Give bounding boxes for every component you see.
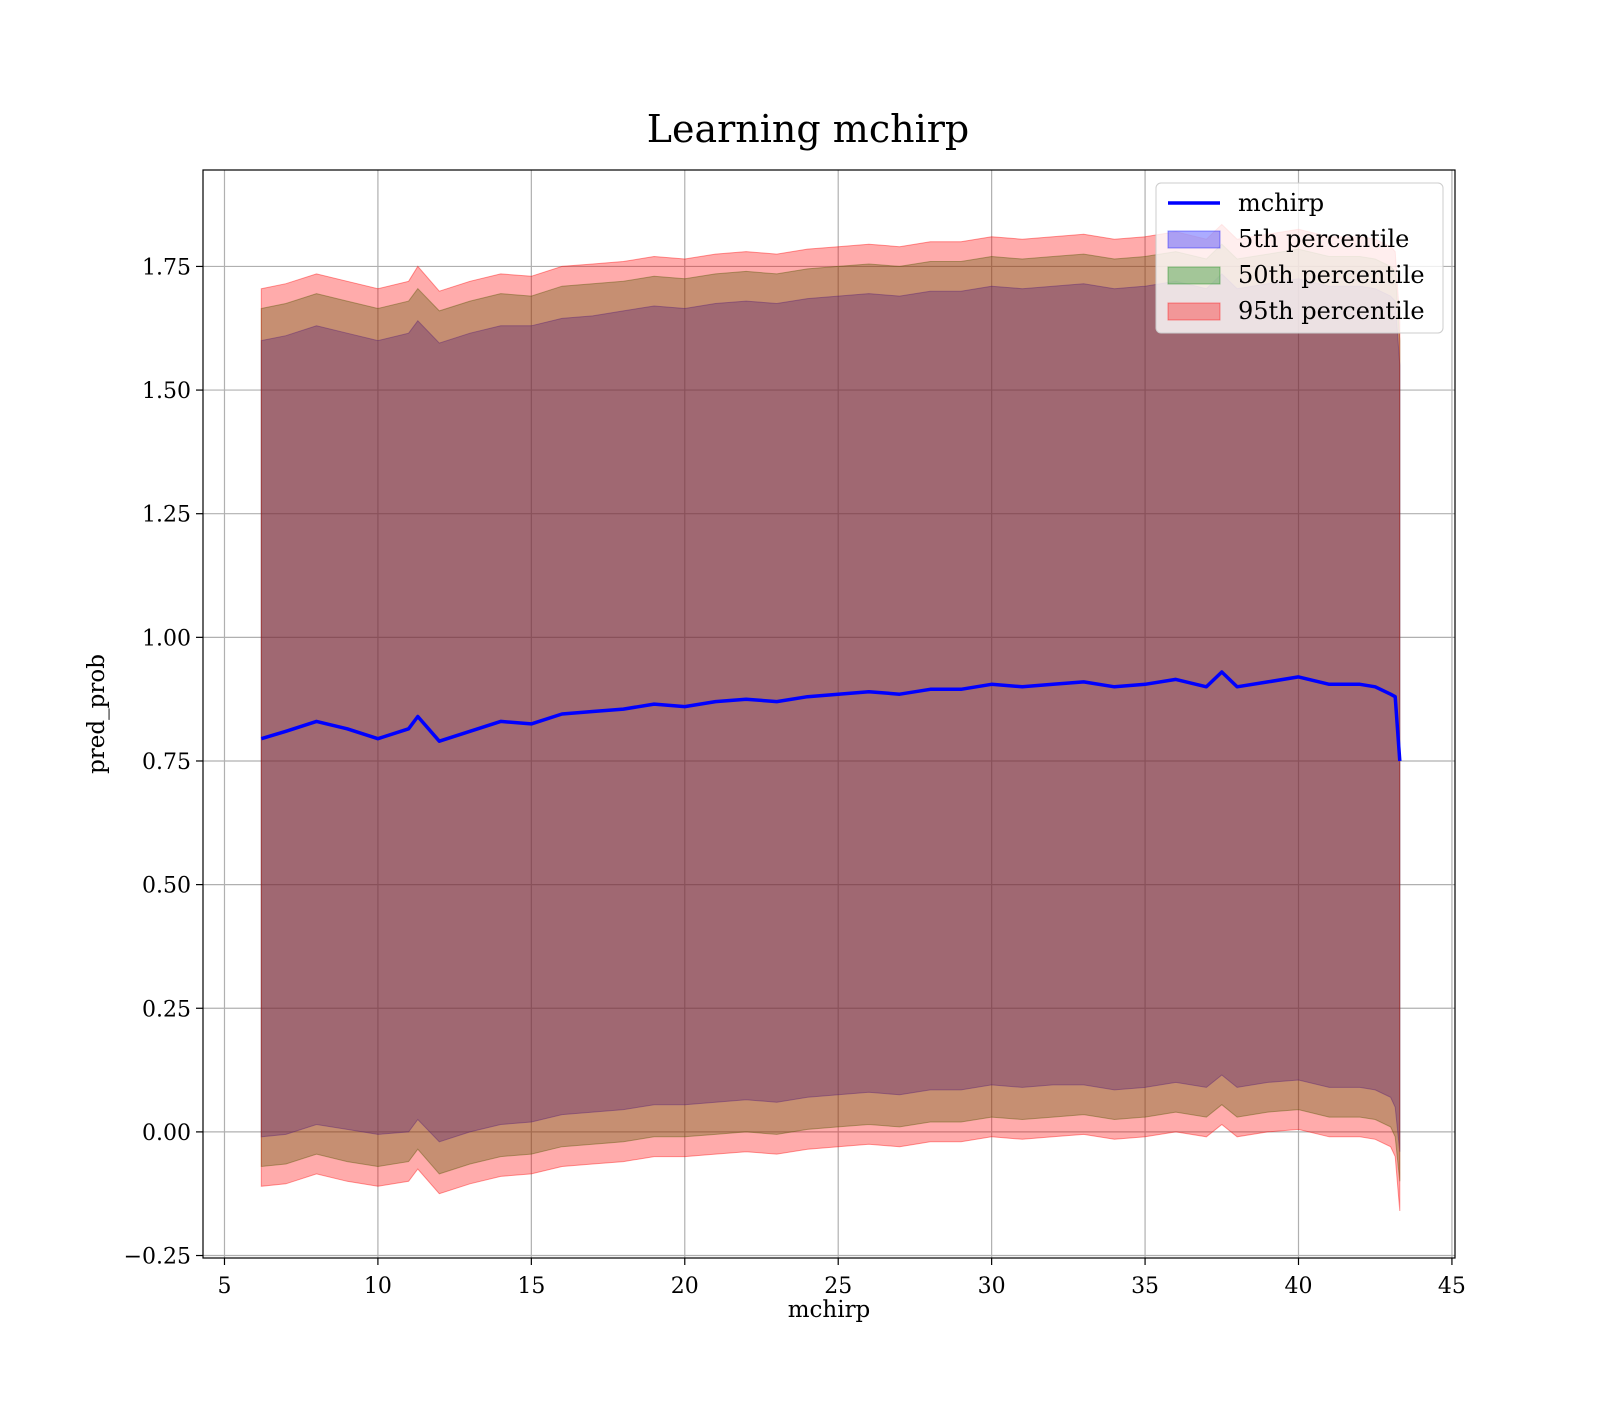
band-95th-percentile — [261, 224, 1400, 1211]
x-tick-label: 20 — [671, 1274, 699, 1299]
x-tick-label: 10 — [364, 1274, 392, 1299]
x-tick-label: 5 — [217, 1274, 231, 1299]
y-tick-label: 0.00 — [142, 1121, 191, 1146]
legend: mchirp 5th percentile 50th percentile 95th … — [1156, 183, 1443, 333]
x-axis-label: mchirp — [788, 1297, 871, 1323]
x-tick-label: 25 — [824, 1274, 852, 1299]
legend-label-mchirp: mchirp — [1238, 189, 1324, 217]
y-tick-label: 1.25 — [142, 503, 191, 528]
y-tick-label: −0.25 — [124, 1245, 191, 1270]
y-tick-label: 0.50 — [142, 874, 191, 899]
chart-title: Learning mchirp — [647, 107, 969, 151]
x-tick-label: 40 — [1285, 1274, 1313, 1299]
legend-swatch-50th-percentile — [1168, 267, 1220, 284]
legend-label-95th-percentile: 95th percentile — [1238, 297, 1425, 325]
x-tick-label: 15 — [517, 1274, 545, 1299]
x-tick-label: 35 — [1131, 1274, 1159, 1299]
y-tick-label: 0.75 — [142, 750, 191, 775]
y-tick-label: 0.25 — [142, 997, 191, 1022]
y-tick-label: 1.00 — [142, 626, 191, 651]
legend-swatch-5th-percentile — [1168, 231, 1220, 248]
legend-label-5th-percentile: 5th percentile — [1238, 225, 1409, 253]
y-tick-label: 1.75 — [142, 255, 191, 280]
x-tick-label: 45 — [1438, 1274, 1466, 1299]
x-tick-label: 30 — [978, 1274, 1006, 1299]
legend-swatch-95th-percentile — [1168, 303, 1220, 320]
y-tick-label: 1.50 — [142, 379, 191, 404]
legend-label-50th-percentile: 50th percentile — [1238, 261, 1425, 289]
y-axis-label: pred_prob — [84, 654, 110, 774]
band-layer — [261, 224, 1400, 1211]
